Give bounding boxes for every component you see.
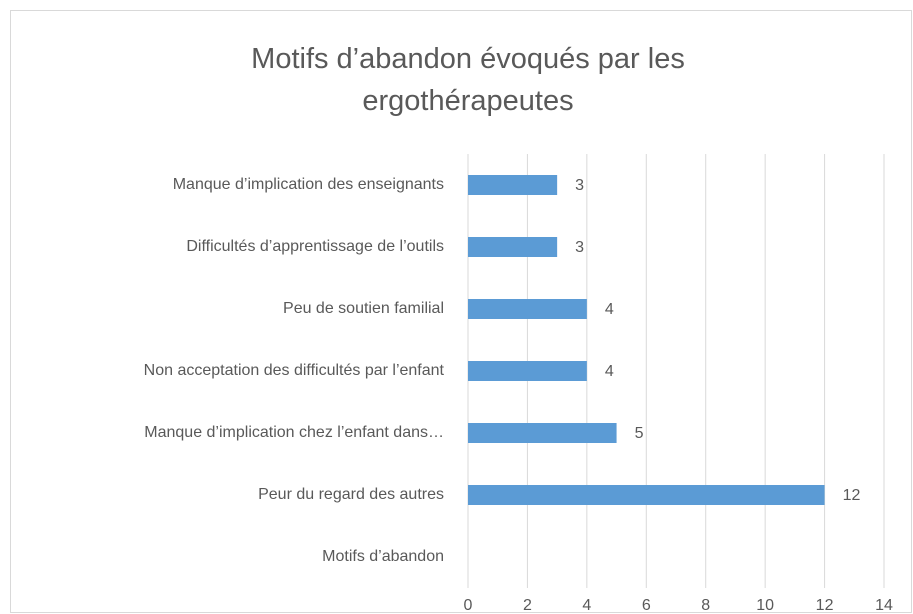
bar — [468, 485, 825, 505]
x-tick-label: 2 — [523, 597, 532, 614]
data-label: 12 — [843, 487, 861, 504]
y-tick-label: Non acceptation des difficultés par l’en… — [144, 362, 445, 379]
x-tick-label: 12 — [816, 597, 834, 614]
x-tick-label: 10 — [756, 597, 774, 614]
x-tick-label: 14 — [875, 597, 893, 614]
data-label: 3 — [575, 177, 584, 194]
chart-border — [10, 10, 912, 613]
x-tick-label: 0 — [464, 597, 473, 614]
x-tick-label: 4 — [582, 597, 591, 614]
y-tick-label: Peur du regard des autres — [258, 486, 444, 503]
data-label: 5 — [635, 425, 644, 442]
data-label: 4 — [605, 363, 614, 380]
chart-title: Motifs d’abandon évoqués par les ergothé… — [251, 43, 685, 117]
data-label: 4 — [605, 301, 614, 318]
x-tick-label: 8 — [701, 597, 710, 614]
y-tick-label: Manque d’implication chez l’enfant dans… — [144, 424, 444, 441]
bar — [468, 299, 587, 319]
bar — [468, 361, 587, 381]
y-tick-label: Peu de soutien familial — [283, 300, 444, 317]
y-tick-label: Manque d’implication des enseignants — [173, 176, 444, 193]
y-tick-label: Difficultés d’apprentissage de l’outils — [186, 238, 444, 255]
y-tick-label: Motifs d’abandon — [322, 548, 444, 565]
bar — [468, 237, 558, 257]
bar — [468, 423, 617, 443]
bar — [468, 175, 558, 195]
data-label: 3 — [575, 239, 584, 256]
x-tick-label: 6 — [642, 597, 651, 614]
